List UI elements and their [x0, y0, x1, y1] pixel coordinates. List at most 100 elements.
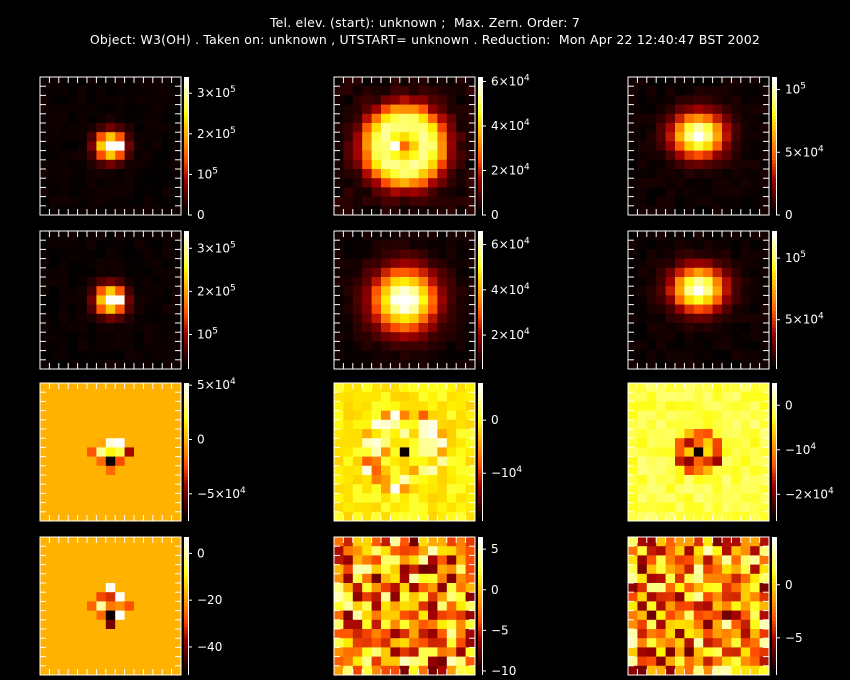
pixel-cell [124, 332, 135, 342]
pixel-cell [134, 537, 144, 547]
pixel-cell [399, 484, 410, 494]
pixel-cell [171, 537, 182, 547]
pixel-cell [87, 665, 97, 676]
colorbar-step [772, 177, 776, 181]
pixel-cell [124, 132, 135, 142]
pixel-cell [628, 665, 638, 676]
pixel-cell [759, 132, 770, 142]
pixel-cell [362, 304, 373, 315]
pixel-cell [124, 619, 135, 630]
colorbar-tick-label: −10 [491, 664, 516, 678]
pixel-cell [40, 429, 50, 439]
pixel-cell [740, 447, 751, 458]
pixel-cell [722, 267, 732, 278]
pixel-cell [134, 493, 144, 504]
pixel-cell [49, 629, 60, 639]
pixel-cell [731, 277, 742, 287]
pixel-cell [390, 359, 401, 370]
pixel-cell [759, 555, 770, 566]
colorbar-step [184, 177, 188, 181]
pixel-cell [675, 205, 685, 216]
pixel-cell [409, 447, 420, 458]
pixel-cell [465, 313, 476, 324]
pixel-cell [731, 511, 742, 522]
pixel-cell [96, 465, 107, 476]
colorbar-step [772, 550, 776, 555]
pixel-cell [740, 601, 751, 612]
pixel-cell [134, 465, 144, 476]
pixel-cell [390, 187, 401, 198]
colorbar-step [184, 407, 188, 412]
pixel-cell [49, 150, 60, 161]
pixel-cell [171, 141, 182, 152]
pixel-cell [105, 132, 116, 142]
pixel-cell [152, 610, 163, 621]
pixel-cell [446, 564, 457, 575]
pixel-cell [428, 113, 438, 124]
pixel-cell [656, 401, 667, 412]
pixel-cell [58, 456, 69, 467]
pixel-cell [759, 502, 770, 513]
colorbar-tick-label: 5 [491, 542, 499, 556]
pixel-cell [675, 249, 685, 260]
pixel-cell [684, 77, 695, 87]
pixel-cell [446, 410, 457, 421]
pixel-cell [446, 601, 457, 612]
pixel-cell [381, 249, 391, 260]
pixel-cell [87, 546, 97, 556]
pixel-cell [352, 383, 363, 393]
pixel-cell [409, 240, 420, 250]
pixel-cell [712, 647, 723, 658]
pixel-cell [171, 647, 182, 658]
pixel-cell [171, 610, 182, 621]
pixel-cell [87, 410, 97, 421]
pixel-cell [409, 502, 420, 513]
pixel-cell [58, 196, 69, 207]
pixel-cell [115, 484, 126, 494]
pixel-cell [703, 610, 714, 621]
pixel-cell [740, 104, 751, 115]
pixel-cell [134, 113, 144, 124]
colorbar-step [478, 483, 482, 487]
colorbar-tick-label: 2×105 [197, 126, 236, 141]
pixel-cell [712, 123, 723, 133]
pixel-cell [712, 341, 723, 352]
pixel-cell [171, 295, 182, 306]
pixel-cell [456, 123, 467, 133]
pixel-cell [684, 332, 695, 342]
pixel-cell [437, 323, 448, 333]
colorbar-step [184, 237, 188, 242]
pixel-cell [740, 475, 751, 485]
pixel-cell [637, 456, 648, 467]
colorbar-step [772, 310, 776, 315]
pixel-cell [693, 383, 704, 393]
pixel-cell [646, 401, 657, 412]
pixel-cell [712, 475, 723, 485]
pixel-cell [58, 169, 69, 179]
pixel-cell [390, 313, 401, 324]
pixel-cell [152, 592, 163, 602]
pixel-cell [465, 401, 476, 412]
colorbar-step [184, 279, 188, 284]
pixel-cell [446, 447, 457, 458]
pixel-cell [740, 277, 751, 287]
pixel-cell [465, 484, 476, 494]
pixel-cell [637, 341, 648, 352]
pixel-cell [152, 141, 163, 152]
pixel-cell [428, 341, 438, 352]
pixel-cell [390, 196, 401, 207]
pixel-cell [665, 429, 676, 439]
pixel-cell [731, 419, 742, 430]
pixel-cell [49, 350, 60, 361]
pixel-cell [49, 610, 60, 621]
pixel-cell [115, 123, 126, 133]
pixel-cell [152, 573, 163, 584]
pixel-cell [352, 350, 363, 361]
pixel-cell [428, 484, 438, 494]
pixel-cell [656, 456, 667, 467]
colorbar-step [184, 619, 188, 624]
pixel-cell [656, 465, 667, 476]
pixel-cell [465, 592, 476, 602]
pixel-cell [465, 267, 476, 278]
pixel-cell [87, 95, 97, 106]
